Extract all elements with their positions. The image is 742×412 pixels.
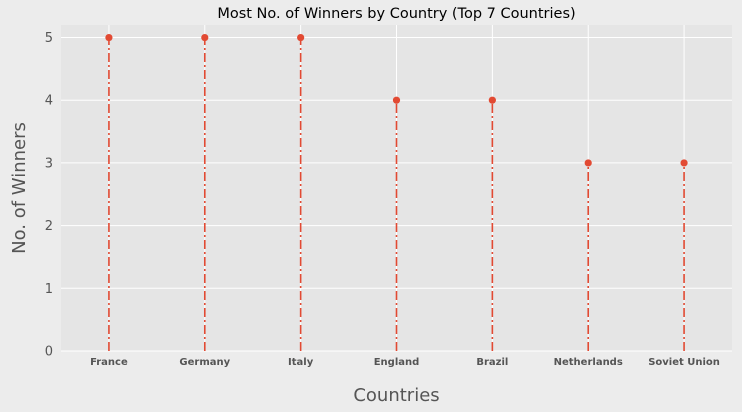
- chart-title: Most No. of Winners by Country (Top 7 Co…: [217, 6, 575, 22]
- markers: [105, 33, 688, 167]
- x-tick-label: France: [90, 357, 128, 368]
- x-tick-labels: France Germany Italy England Brazil Netherlan…: [90, 357, 720, 368]
- stems: [108, 37, 685, 351]
- y-tick-label: 3: [45, 156, 53, 171]
- marker-brazil: [488, 96, 496, 104]
- y-tick-label: 5: [45, 31, 53, 46]
- marker-france: [105, 33, 113, 42]
- y-tick-label: 0: [45, 345, 53, 360]
- marker-germany: [201, 33, 209, 42]
- x-tick-label: Soviet Union: [648, 357, 720, 368]
- x-tick-label: Brazil: [476, 357, 508, 368]
- x-tick-label: Netherlands: [554, 357, 623, 368]
- x-tick-label: Italy: [288, 357, 314, 368]
- y-tick-label: 4: [45, 94, 53, 109]
- marker-soviet-union: [680, 159, 688, 167]
- x-tick-label: Germany: [179, 357, 230, 368]
- y-tick-label: 1: [45, 282, 53, 297]
- y-tick-label: 2: [45, 219, 53, 234]
- marker-netherlands: [584, 159, 592, 167]
- y-tick-labels: 0 1 2 3 4 5: [45, 31, 53, 359]
- marker-england: [392, 96, 401, 104]
- x-tick-label: England: [374, 357, 420, 368]
- marker-italy: [297, 33, 305, 42]
- x-axis-label: Countries: [353, 385, 439, 406]
- y-axis-label: No. of Winners: [9, 122, 30, 254]
